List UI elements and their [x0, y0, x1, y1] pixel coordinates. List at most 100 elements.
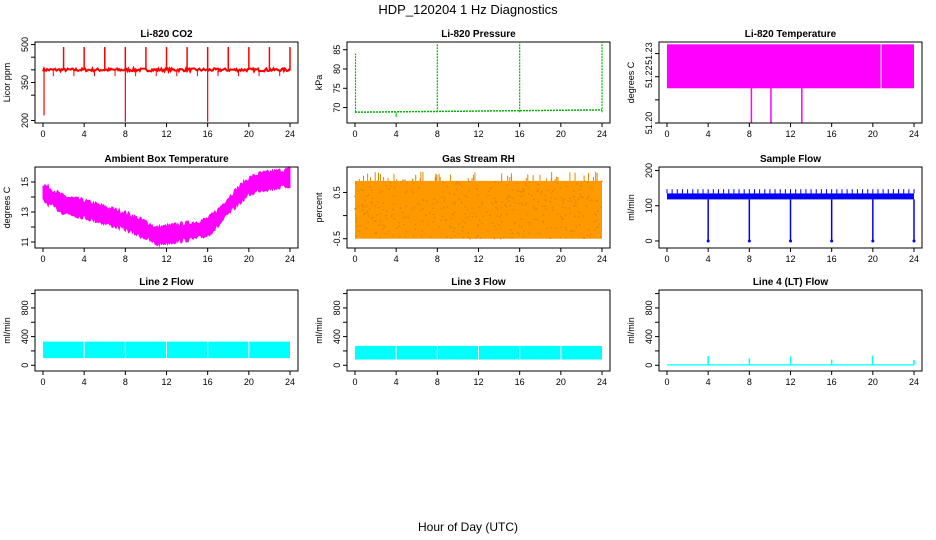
rh-point — [442, 181, 445, 184]
y-axis-label: ml/min — [626, 317, 636, 344]
plot-area-temperature — [667, 44, 914, 123]
rh-point — [420, 208, 423, 211]
rh-point — [440, 219, 442, 222]
rh-point — [528, 232, 531, 235]
panel-line3: 0 4 8 12 16 20 24 0 400 800 Line 3 Flow ml/min — [314, 277, 611, 387]
figure-title: HDP_120204 1 Hz Diagnostics — [378, 2, 558, 17]
rh-point — [393, 203, 395, 206]
x-tick-label: 4 — [394, 377, 399, 387]
rh-point — [355, 220, 358, 223]
rh-point — [400, 181, 402, 184]
x-tick-label: 16 — [515, 254, 525, 264]
rh-point — [544, 205, 547, 208]
rh-point — [587, 181, 589, 184]
rh-point — [516, 189, 519, 192]
rh-point — [465, 216, 468, 219]
rh-point — [356, 230, 359, 232]
rh-point — [580, 184, 582, 187]
rh-point — [407, 216, 410, 219]
x-tick-label: 24 — [597, 377, 607, 387]
rh-point — [540, 192, 543, 195]
rh-point — [378, 224, 381, 226]
rh-point — [572, 195, 574, 198]
panel-rh: 0 4 8 12 16 20 24 -0.5 0.5 Gas Stream RH percent — [314, 154, 611, 264]
rh-point — [553, 180, 556, 183]
y-axis-label: percent — [314, 192, 324, 223]
rh-point — [393, 186, 396, 189]
rh-point — [567, 200, 569, 202]
plot-area-line4 — [667, 355, 915, 366]
x-tick-label: 20 — [556, 254, 566, 264]
rh-point — [561, 206, 564, 209]
y-tick-label: 51.23 — [644, 42, 654, 65]
y-tick-label: 800 — [20, 300, 30, 315]
rh-point — [441, 215, 444, 218]
rh-point — [414, 228, 417, 230]
rh-point — [469, 237, 471, 240]
rh-point — [572, 205, 575, 208]
rh-point — [544, 208, 547, 210]
x-tick-label: 4 — [706, 377, 711, 387]
y-tick-label: 51.20 — [644, 112, 654, 135]
x-tick-label: 0 — [40, 129, 45, 139]
rh-point — [364, 199, 366, 201]
rh-point — [573, 195, 576, 198]
rh-point — [429, 212, 431, 214]
rh-point — [587, 195, 590, 197]
y-tick-label: 400 — [332, 329, 342, 344]
rh-point — [491, 222, 494, 225]
rh-point — [354, 195, 356, 198]
rh-point — [413, 182, 415, 184]
x-tick-label: 16 — [827, 377, 837, 387]
rh-point — [522, 204, 524, 207]
rh-point — [493, 197, 496, 200]
rh-point — [570, 200, 572, 203]
rh-point — [467, 180, 470, 183]
rh-point — [405, 205, 408, 207]
rh-point — [487, 194, 489, 197]
rh-point — [464, 206, 467, 208]
rh-point — [537, 200, 540, 203]
rh-point — [489, 188, 492, 190]
rh-point — [446, 206, 449, 208]
x-tick-label: 4 — [82, 129, 87, 139]
panel-pressure: 0 4 8 12 16 20 24 70 75 80 85 Li-820 Pressure kPa — [314, 29, 611, 139]
rh-point — [514, 222, 517, 225]
rh-point — [565, 185, 568, 188]
rh-point — [575, 227, 577, 229]
rh-point — [531, 194, 533, 197]
rh-point — [502, 235, 505, 238]
plot-area-line3 — [355, 345, 602, 360]
plot-area-boxtemp — [42, 167, 291, 248]
x-tick-label: 12 — [785, 377, 795, 387]
y-tick-label: 0 — [332, 363, 342, 368]
rh-point — [361, 183, 364, 186]
x-tick-label: 12 — [785, 129, 795, 139]
rh-point — [354, 207, 356, 210]
rh-point — [357, 190, 360, 192]
rh-point — [396, 227, 399, 229]
rh-point — [356, 225, 359, 228]
rh-point — [505, 206, 508, 208]
rh-point — [412, 191, 415, 194]
rh-point — [595, 220, 597, 222]
rh-point — [511, 236, 513, 239]
rh-point — [499, 216, 501, 218]
x-tick-label: 8 — [747, 254, 752, 264]
rh-point — [441, 196, 443, 198]
rh-point — [565, 229, 568, 231]
rh-point — [381, 224, 384, 226]
rh-point — [499, 237, 502, 240]
y-tick-label: 100 — [644, 198, 654, 213]
rh-point — [514, 201, 517, 204]
rh-point — [476, 188, 478, 190]
rh-point — [527, 187, 529, 190]
rh-point — [589, 233, 592, 236]
rh-point — [544, 194, 547, 197]
rh-point — [537, 190, 539, 193]
rh-point — [457, 182, 459, 184]
rh-point — [429, 236, 432, 238]
rh-point — [525, 184, 527, 187]
rh-point — [466, 196, 468, 198]
rh-point — [375, 232, 377, 234]
